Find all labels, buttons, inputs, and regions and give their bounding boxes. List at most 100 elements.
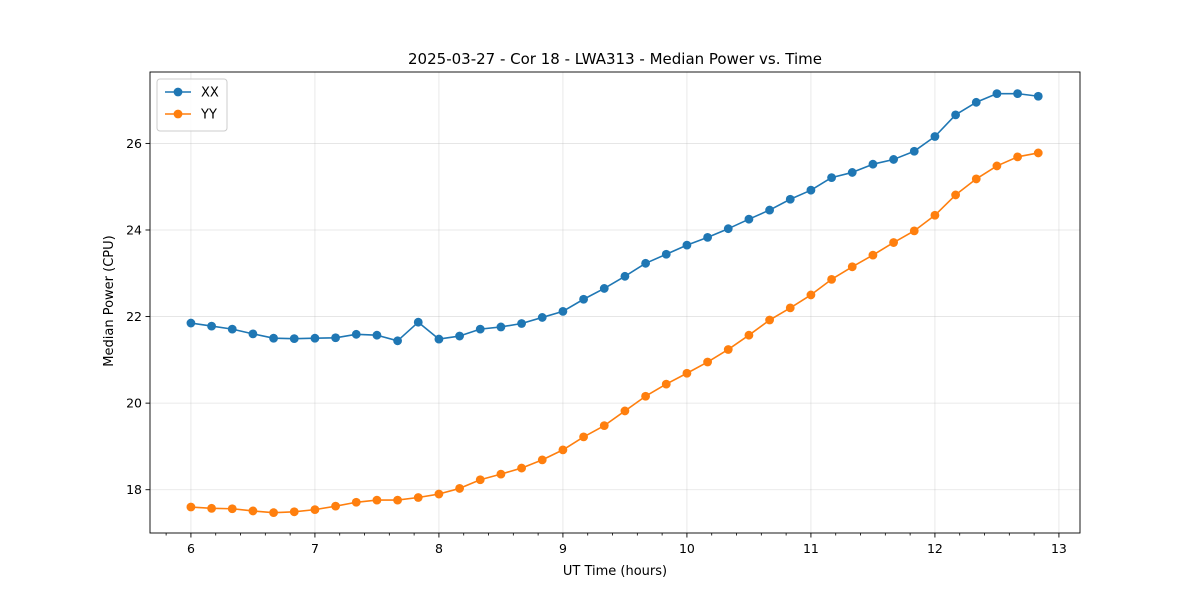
data-point-xx bbox=[744, 214, 754, 224]
data-point-xx bbox=[517, 319, 526, 328]
data-point-xx bbox=[682, 240, 692, 250]
data-point-yy bbox=[868, 250, 878, 260]
data-point-xx bbox=[496, 322, 506, 332]
data-point-xx bbox=[227, 324, 237, 334]
data-point-xx bbox=[186, 318, 196, 328]
data-point-xx bbox=[827, 173, 836, 183]
data-point-xx bbox=[1013, 89, 1022, 99]
data-point-yy bbox=[703, 357, 712, 367]
data-point-xx bbox=[971, 97, 981, 107]
data-point-yy bbox=[682, 368, 692, 378]
data-point-xx bbox=[269, 333, 278, 343]
data-point-xx bbox=[434, 334, 444, 344]
data-point-xx bbox=[455, 331, 464, 341]
y-tick-label: 20 bbox=[126, 396, 142, 411]
data-point-yy bbox=[537, 455, 547, 465]
data-point-yy bbox=[227, 504, 237, 514]
data-point-xx bbox=[723, 224, 733, 234]
data-point-xx bbox=[558, 306, 568, 316]
data-point-yy bbox=[909, 226, 919, 236]
data-point-xx bbox=[930, 132, 940, 141]
data-point-yy bbox=[269, 508, 278, 518]
data-point-yy bbox=[455, 484, 464, 493]
legend-label-yy: YY bbox=[200, 108, 217, 123]
data-point-xx bbox=[806, 185, 816, 195]
data-point-yy bbox=[475, 475, 485, 485]
data-point-xx bbox=[620, 271, 630, 281]
data-point-xx bbox=[909, 146, 919, 156]
legend-marker-xx bbox=[173, 87, 183, 97]
y-tick-label: 24 bbox=[126, 222, 142, 237]
legend-marker-yy bbox=[173, 109, 183, 119]
data-point-yy bbox=[393, 495, 402, 505]
data-point-yy bbox=[930, 210, 940, 220]
data-point-yy bbox=[207, 503, 216, 513]
x-tick-label: 7 bbox=[311, 541, 319, 556]
data-point-xx bbox=[992, 89, 1002, 99]
data-point-yy bbox=[827, 274, 836, 284]
data-point-yy bbox=[310, 505, 320, 515]
data-point-xx bbox=[868, 159, 878, 169]
data-point-yy bbox=[434, 489, 444, 499]
data-point-xx bbox=[537, 313, 547, 322]
data-point-xx bbox=[599, 284, 609, 293]
data-point-yy bbox=[889, 238, 898, 247]
data-point-xx bbox=[207, 321, 216, 331]
data-point-xx bbox=[847, 168, 857, 177]
data-point-yy bbox=[517, 463, 526, 473]
legend-label-xx: XX bbox=[201, 86, 219, 101]
x-tick-label: 12 bbox=[927, 541, 943, 556]
y-axis-label: Median Power (CPU) bbox=[102, 235, 117, 366]
data-point-yy bbox=[331, 501, 340, 511]
data-point-xx bbox=[703, 232, 712, 242]
data-point-xx bbox=[579, 294, 588, 304]
data-point-xx bbox=[641, 258, 650, 268]
x-tick-label: 10 bbox=[679, 541, 695, 556]
data-point-yy bbox=[785, 303, 795, 313]
data-point-yy bbox=[744, 330, 754, 340]
x-tick-label: 9 bbox=[559, 541, 567, 556]
data-point-xx bbox=[289, 334, 299, 344]
y-tick-label: 26 bbox=[126, 136, 142, 151]
data-point-xx bbox=[331, 333, 340, 343]
data-point-xx bbox=[765, 205, 774, 215]
data-point-xx bbox=[785, 194, 795, 204]
data-point-yy bbox=[372, 495, 382, 505]
data-point-yy bbox=[599, 421, 609, 431]
data-point-yy bbox=[620, 406, 630, 416]
data-point-yy bbox=[579, 432, 588, 442]
data-point-yy bbox=[723, 345, 733, 354]
data-point-yy bbox=[806, 290, 816, 300]
data-point-yy bbox=[951, 190, 960, 200]
data-point-xx bbox=[661, 249, 671, 259]
data-point-xx bbox=[393, 336, 402, 346]
data-point-xx bbox=[475, 324, 485, 334]
data-point-yy bbox=[1013, 152, 1022, 162]
data-point-xx bbox=[951, 110, 960, 120]
data-point-xx bbox=[889, 155, 898, 164]
data-point-yy bbox=[765, 315, 774, 325]
axes-frame bbox=[149, 71, 1081, 534]
data-point-xx bbox=[372, 330, 382, 340]
x-tick-label: 13 bbox=[1051, 541, 1067, 556]
data-point-yy bbox=[847, 262, 857, 272]
y-tick-label: 18 bbox=[126, 482, 142, 497]
data-point-yy bbox=[289, 507, 299, 517]
x-tick-label: 8 bbox=[435, 541, 443, 556]
data-point-yy bbox=[641, 391, 650, 401]
data-point-yy bbox=[971, 174, 981, 184]
data-point-xx bbox=[413, 317, 423, 327]
data-point-xx bbox=[248, 329, 258, 339]
chart-title: 2025-03-27 - Cor 18 - LWA313 - Median Po… bbox=[408, 50, 822, 68]
data-point-xx bbox=[1033, 91, 1043, 101]
data-point-xx bbox=[351, 329, 361, 339]
data-point-yy bbox=[661, 379, 671, 389]
data-point-yy bbox=[186, 502, 196, 512]
y-tick-label: 22 bbox=[126, 309, 142, 324]
plot-area: 6 7 8 9 10 11 12 13 18 20 22 24 26 XX YY bbox=[126, 71, 1081, 556]
data-point-yy bbox=[496, 469, 506, 479]
data-point-yy bbox=[413, 493, 423, 502]
data-point-yy bbox=[992, 161, 1002, 171]
